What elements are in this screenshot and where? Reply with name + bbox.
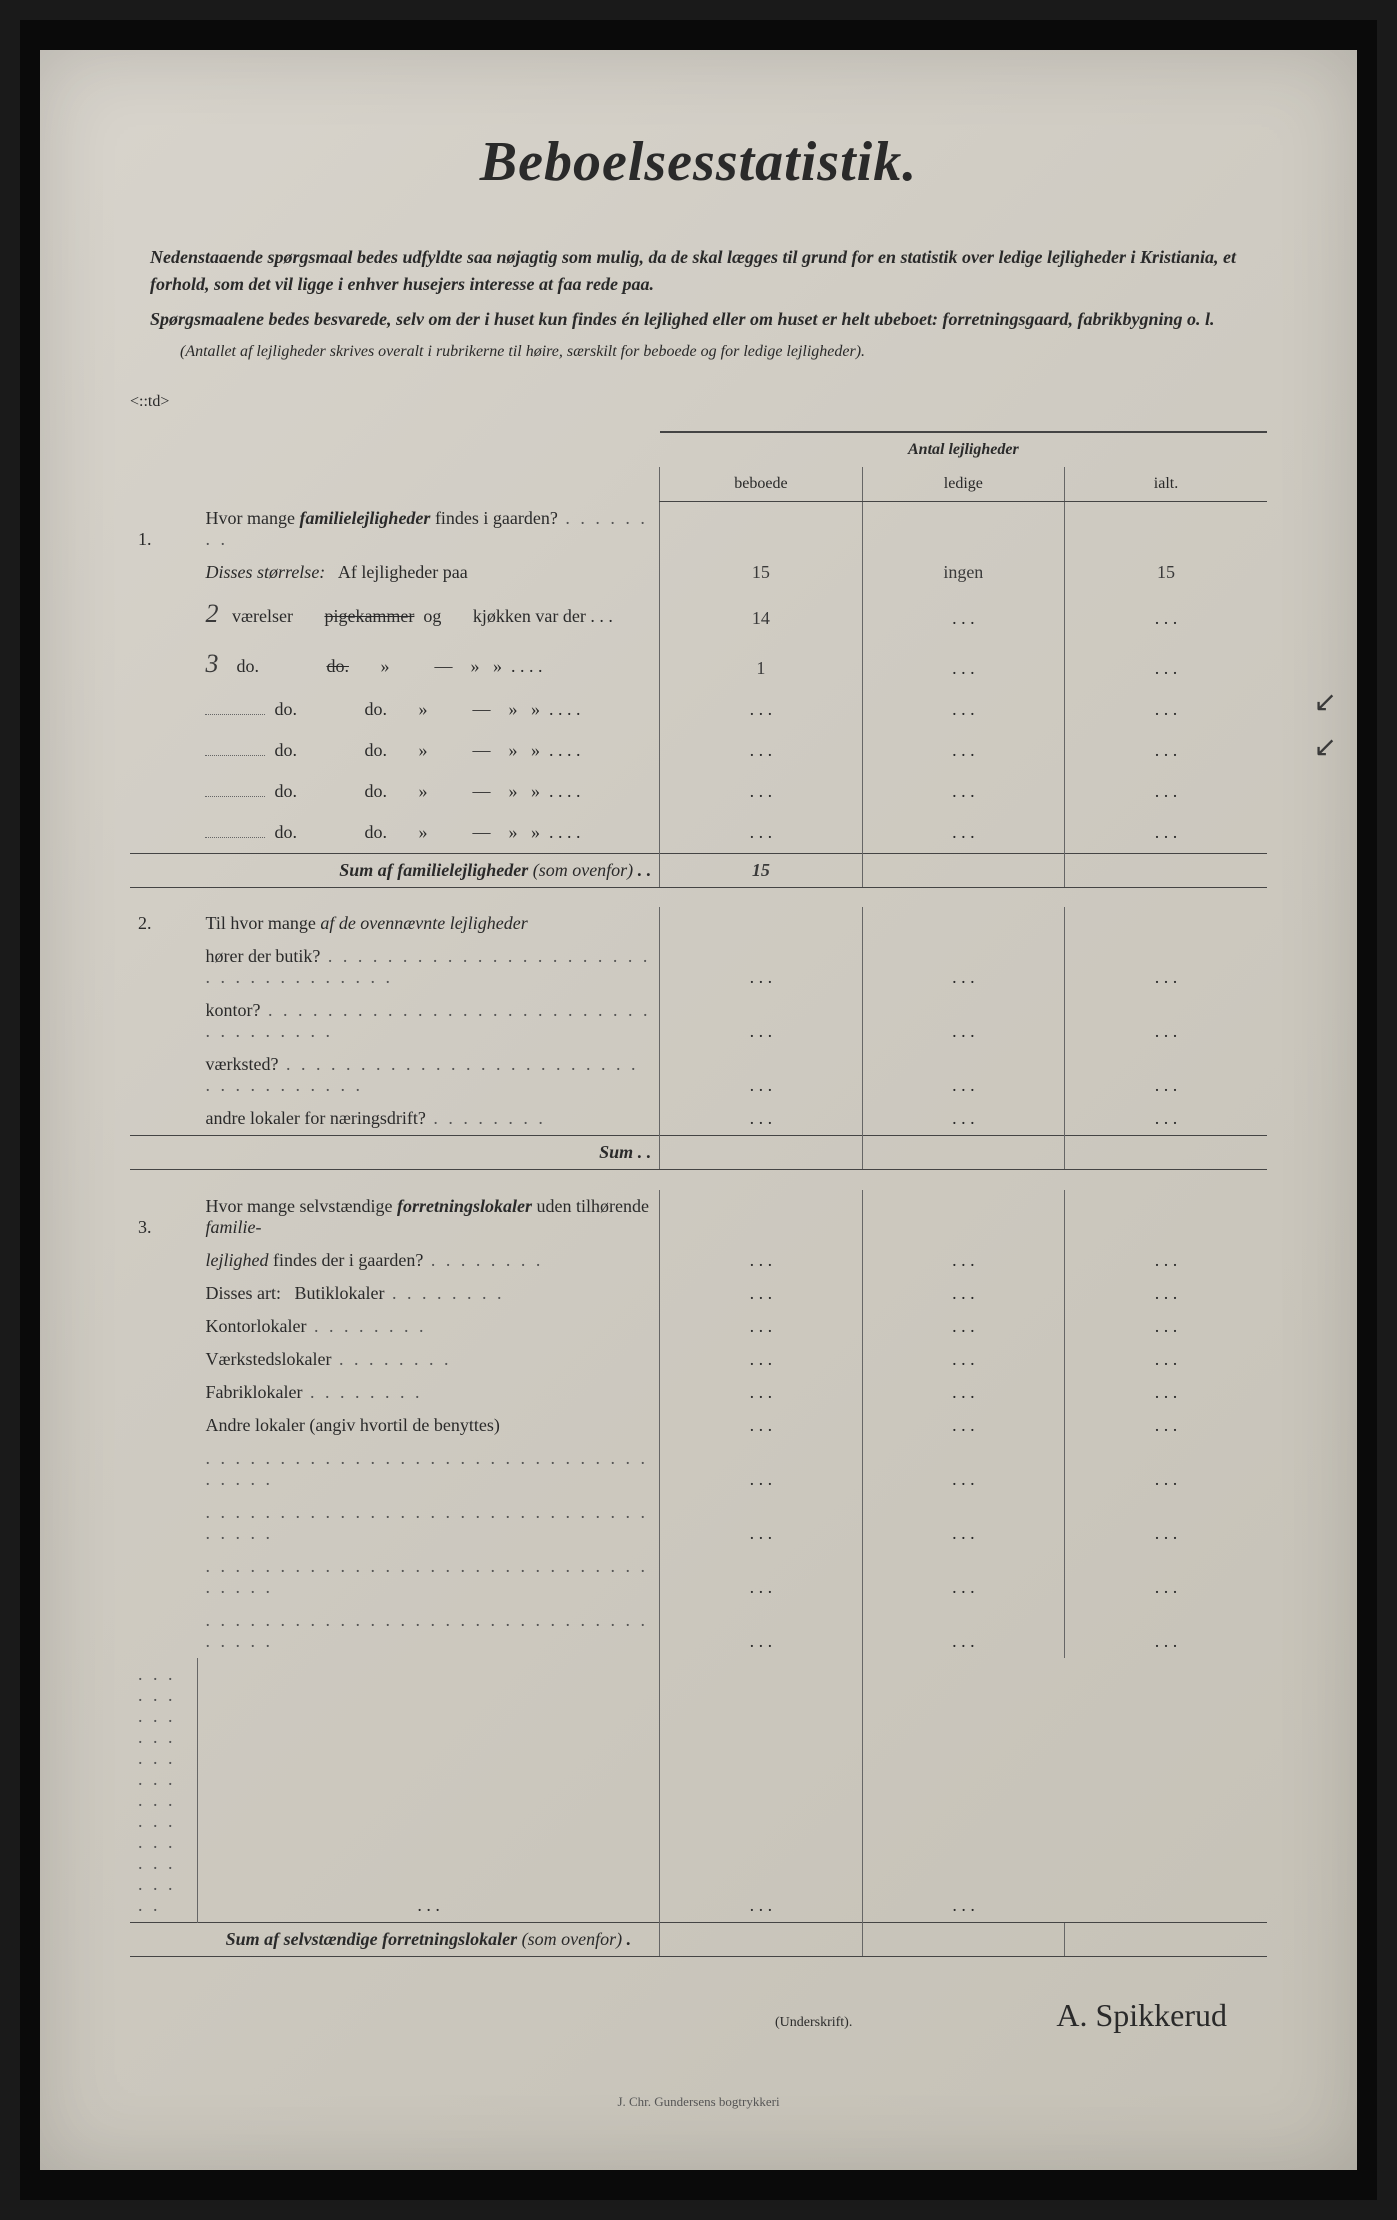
q2-vaerksted-row: værksted? . . . . . . . . . [130,1048,1267,1102]
intro-note: (Antallet af lejligheder skrives overalt… [130,341,1267,363]
signature-area: (Underskrift). A. Spikkerud [130,1997,1267,2034]
margin-mark-1: ↙ [1314,685,1337,719]
q1-num: 1. [130,502,197,556]
subheader-row: beboede ledige ialt. [130,467,1267,502]
q1-ledige: ingen [862,502,1064,589]
printer-credit: J. Chr. Gundersens bogtrykkeri [130,2094,1267,2110]
q3-vaerksted-row: Værkstedslokaler . . . . . . . . . [130,1343,1267,1376]
statistics-table: Antal lejligheder beboede ledige ialt. 1… [130,431,1267,1957]
rooms-2: 3 [205,649,218,678]
q3-andre-row: Andre lokaler (angiv hvortil de benyttes… [130,1409,1267,1442]
page-title: Beboelsesstatistik. [130,130,1267,194]
col-ialt: ialt. [1065,467,1267,502]
q1-sum-row: Sum af familielejligheder (som ovenfor) … [130,853,1267,887]
q3-kontor-row: Kontorlokaler . . . . . . . . . [130,1310,1267,1343]
q2-andre-row: andre lokaler for næringsdrift? . . . . … [130,1102,1267,1136]
room-row-4: do. do. » — » » . . . . . . . . . . . . … [130,730,1267,771]
room-row-2: 3 do. do. » — » » . . . . 1 . . . . . . [130,639,1267,689]
blank-row-5: . . .. . .. . . [130,1658,1267,1923]
r1-beboede: 14 [660,589,862,639]
margin-mark-2: ↙ [1314,730,1337,764]
header-span-row: Antal lejligheder [130,432,1267,467]
intro-paragraph-1: Nedenstaaende spørgsmaal bedes udfyldte … [130,244,1267,298]
q1-text: Hvor mange familielejligheder findes i g… [197,502,659,556]
header-main: Antal lejligheder [660,432,1267,467]
blank-row-2: . . .. . .. . . [130,1496,1267,1550]
document-page: Beboelsesstatistik. Nedenstaaende spørgs… [40,50,1357,2170]
q1-beboede: 15 [660,502,862,589]
q1-ialt: 15 [1065,502,1267,589]
q2-sum-row: Sum . . [130,1136,1267,1170]
r2-beboede: 1 [660,639,862,689]
blank-row-1: . . .. . .. . . [130,1442,1267,1496]
room-row-5: do. do. » — » » . . . . . . . . . . . . … [130,771,1267,812]
signature: A. Spikkerud [1056,1997,1227,2033]
room-row-3: do. do. » — » » . . . . . . . . . . . . … [130,689,1267,730]
room-row-6: do. do. » — » » . . . . . . . . . . . . … [130,812,1267,854]
q3-line2: lejlighed findes der i gaarden? . . . . … [130,1244,1267,1277]
rooms-1: 2 [205,599,218,628]
col-beboede: beboede [660,467,862,502]
q3-fabrik-row: Fabriklokaler . . . . . . . . . [130,1376,1267,1409]
q3-row: 3. Hvor mange selvstændige forretningslo… [130,1190,1267,1244]
underskrift-label: (Underskrift). [775,2015,852,2030]
q1-disses: Disses størrelse: Af lejligheder paa [197,556,659,589]
q2-num: 2. [130,907,197,940]
q2-row: 2. Til hvor mange af de ovennævnte lejli… [130,907,1267,940]
q2-butik-row: hører der butik? . . . . . . . . . [130,940,1267,994]
q3-sum-row: Sum af selvstændige forretningslokaler (… [130,1922,1267,1956]
q2-kontor-row: kontor? . . . . . . . . . [130,994,1267,1048]
intro-paragraph-2: Spørgsmaalene bedes besvarede, selv om d… [130,306,1267,333]
q3-butik-row: Disses art: Butiklokaler . . . . . . . .… [130,1277,1267,1310]
blank-row-3: . . .. . .. . . [130,1550,1267,1604]
sum-beboede: 15 [660,853,862,887]
scan-frame: Beboelsesstatistik. Nedenstaaende spørgs… [20,20,1377,2200]
col-ledige: ledige [862,467,1064,502]
q1-row: 1. Hvor mange familielejligheder findes … [130,502,1267,556]
room-row-1: 2 værelser pigekammer og kjøkken var der… [130,589,1267,639]
q3-num: 3. [130,1190,197,1244]
blank-row-4: . . .. . .. . . [130,1604,1267,1658]
